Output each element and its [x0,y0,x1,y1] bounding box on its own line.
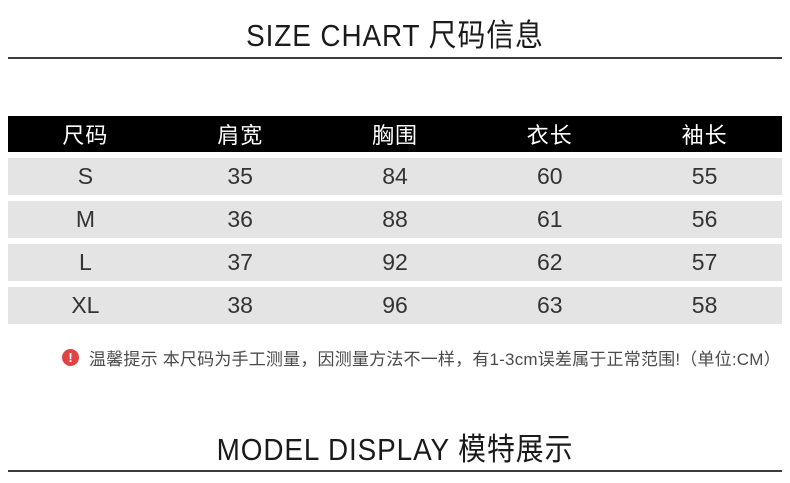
shoulder-value: 35 [227,163,253,189]
model-display-section-header: MODEL DISPLAY 模特展示 [0,432,790,472]
length-value: 62 [536,249,563,275]
sleeve-value: 58 [691,292,718,318]
length-value: 63 [536,292,563,318]
size-value: S [77,163,94,189]
size-table-row-m: M 36 88 61 56 [8,201,782,238]
column-header-sleeve: 袖长 [681,123,728,148]
column-header-bust: 胸围 [371,123,418,148]
shoulder-value: 37 [227,249,253,275]
size-table-row-l: L 37 92 62 57 [8,244,782,281]
bust-value: 84 [382,163,408,189]
size-table-row-s: S 35 84 60 55 [8,158,782,195]
bust-value: 88 [382,206,408,232]
size-value: L [79,249,92,275]
bust-value: 92 [382,249,408,275]
size-value: M [75,206,95,232]
column-header-length: 衣长 [526,123,573,148]
sleeve-value: 55 [691,163,718,189]
divider-line-bottom [8,470,782,472]
model-display-title: MODEL DISPLAY 模特展示 [216,432,574,467]
column-header-size: 尺码 [62,123,109,148]
size-table-header-row: 尺码 肩宽 胸围 衣长 袖长 [8,116,782,152]
measurement-note-text: 温馨提示 本尺码为手工测量，因测量方法不一样，有1-3cm误差属于正常范围!（单… [89,349,781,369]
shoulder-value: 38 [227,292,253,318]
column-header-shoulder: 肩宽 [217,123,264,148]
measurement-note: ! 温馨提示 本尺码为手工测量，因测量方法不一样，有1-3cm误差属于正常范围!… [62,345,790,369]
size-chart-section-header: SIZE CHART 尺码信息 [0,0,790,59]
size-table: 尺码 肩宽 胸围 衣长 袖长 S 35 84 60 55 M 36 88 61 … [8,116,782,324]
warning-exclamation-icon: ! [62,348,79,366]
divider-line-top [8,57,782,59]
size-chart-title: SIZE CHART 尺码信息 [246,18,544,53]
size-value: XL [71,292,100,318]
shoulder-value: 36 [227,206,253,232]
sleeve-value: 57 [691,249,718,275]
size-table-row-xl: XL 38 96 63 58 [8,287,782,324]
bust-value: 96 [382,292,408,318]
sleeve-value: 56 [691,206,718,232]
length-value: 61 [536,206,563,232]
length-value: 60 [536,163,563,189]
